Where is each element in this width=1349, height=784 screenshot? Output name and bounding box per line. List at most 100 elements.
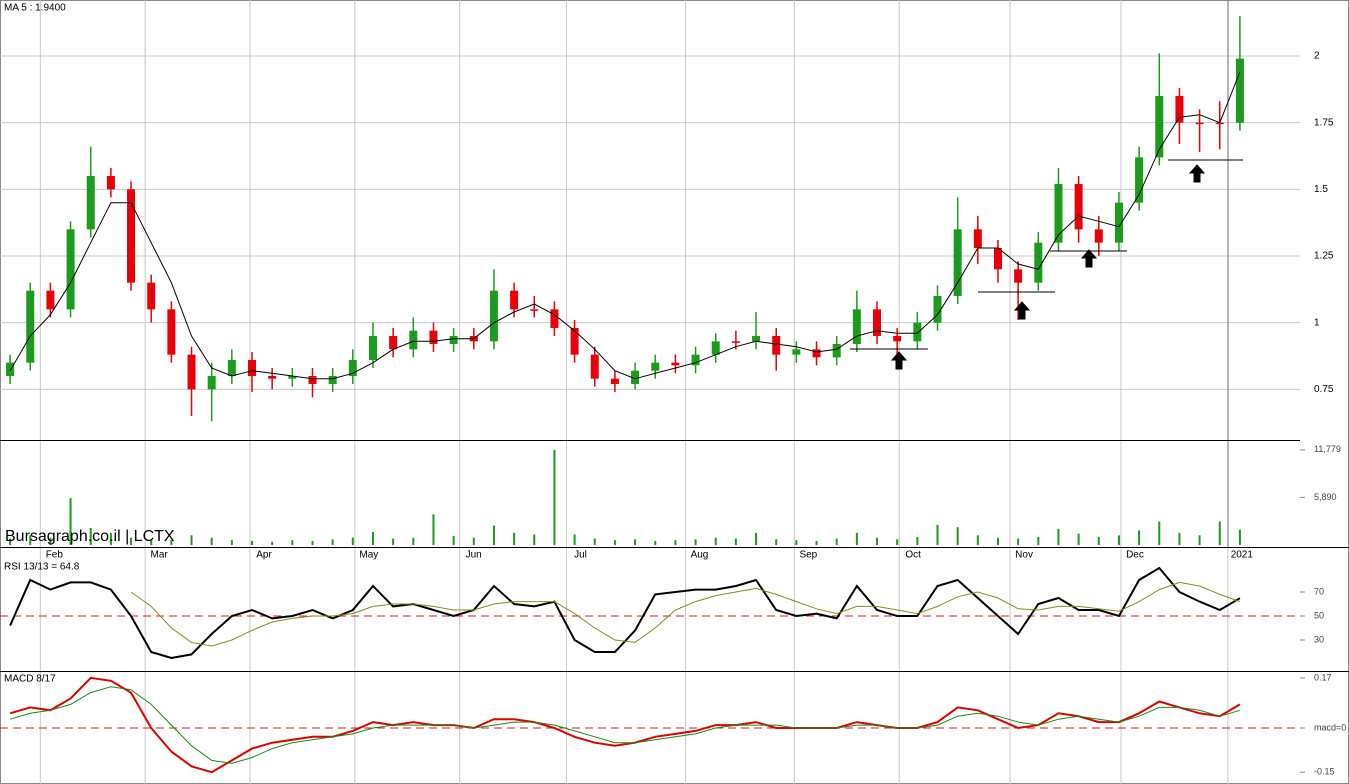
y-tick-label: 2 [1314, 51, 1320, 62]
line [9, 676, 1241, 774]
volume-bar [1057, 528, 1060, 545]
candle-body [973, 229, 982, 248]
candle-body [852, 309, 861, 344]
y-tick-label: 30 [1314, 634, 1324, 644]
volume-bar [734, 538, 737, 545]
candle-body [288, 376, 297, 379]
candle-body [227, 360, 236, 376]
volume-bar [573, 534, 576, 545]
volume-bar [654, 540, 657, 545]
volume-bar [371, 532, 374, 545]
grid [0, 0, 1305, 784]
volume-bar [1158, 521, 1161, 545]
candle-body [933, 296, 942, 323]
candle-body [1215, 122, 1224, 125]
volume-bar [331, 539, 334, 545]
volume-bar [1077, 533, 1080, 545]
volume-bar [996, 537, 999, 545]
arrow [1080, 249, 1098, 268]
volume-bar [9, 538, 12, 545]
candle-body [590, 354, 599, 379]
candle-body [26, 290, 35, 363]
marks [6, 16, 1244, 774]
x-tick-label: Nov [1015, 550, 1033, 561]
volume-bar [634, 539, 637, 545]
candle-body [409, 330, 418, 350]
candle-body [1074, 184, 1083, 230]
volume-bar [1138, 530, 1141, 545]
candle-body [106, 176, 115, 190]
candle-body [187, 354, 196, 390]
panel-borders [0, 440, 1349, 672]
volume-bar [392, 538, 395, 545]
candle-body [812, 349, 821, 358]
candle-body [1054, 184, 1063, 243]
candle-body [66, 229, 75, 310]
candle-body [570, 328, 579, 355]
volume-bar [553, 449, 556, 545]
volume-bar [1037, 536, 1040, 545]
candle-body [993, 248, 1002, 270]
arrow [890, 351, 908, 370]
y-tick-label: 1 [1314, 317, 1320, 328]
y-tick-label: 50 [1314, 610, 1324, 620]
candle-body [348, 360, 357, 376]
candle-body [328, 376, 337, 384]
candle-body [913, 322, 922, 342]
candle-body [1034, 242, 1043, 283]
candle-body [248, 360, 257, 376]
annotations [850, 159, 1243, 370]
volume-bar [150, 539, 153, 545]
volume-bar [976, 535, 979, 545]
volume-bar [29, 535, 32, 545]
volume-bar [89, 528, 92, 545]
candle-body [207, 376, 216, 390]
candle-body [6, 362, 15, 376]
volume-bar [452, 536, 455, 545]
volume-bar [1097, 536, 1100, 545]
candle-body [1195, 122, 1204, 125]
volume-bar [311, 540, 314, 545]
volume-bar [1017, 538, 1020, 545]
candle-body [550, 309, 559, 328]
x-tick-label: Sep [799, 550, 817, 561]
candle-body [86, 176, 95, 230]
volume-bar [291, 540, 294, 545]
volume-bar [855, 532, 858, 545]
volume-bar [916, 536, 919, 545]
candle-body [429, 330, 438, 344]
candle-body [127, 189, 136, 283]
y-tick-label: -0.15 [1314, 767, 1335, 777]
volume-bar [513, 532, 516, 545]
candle-body [691, 354, 700, 366]
candle-body [489, 290, 498, 342]
volume-bar [351, 537, 354, 545]
volume-bar [593, 538, 596, 545]
volume-bar [271, 541, 274, 545]
candle-body [953, 229, 962, 296]
volume-bar [896, 539, 899, 545]
arrow [1013, 301, 1031, 320]
candle-body [308, 376, 317, 384]
x-tick-label: Aug [691, 550, 709, 561]
volume-bar [190, 535, 193, 545]
candle-body [147, 282, 156, 310]
candle-body [1094, 229, 1103, 243]
y-tick-label: 1.25 [1314, 251, 1334, 262]
candle-body [167, 309, 176, 355]
y-tick-label: 5,890 [1314, 492, 1337, 502]
volume-bar [1178, 532, 1181, 545]
candle-body [772, 336, 781, 355]
candle-body [651, 362, 660, 371]
volume-bar [755, 532, 758, 545]
volume-bar [130, 537, 133, 545]
volume-bar [1198, 535, 1201, 545]
volume-bar [775, 539, 778, 545]
volume-bar [694, 539, 697, 545]
candle-body [1114, 202, 1123, 243]
candle-body [1135, 157, 1144, 203]
candle-body [46, 290, 55, 310]
volume-bar [815, 540, 818, 545]
